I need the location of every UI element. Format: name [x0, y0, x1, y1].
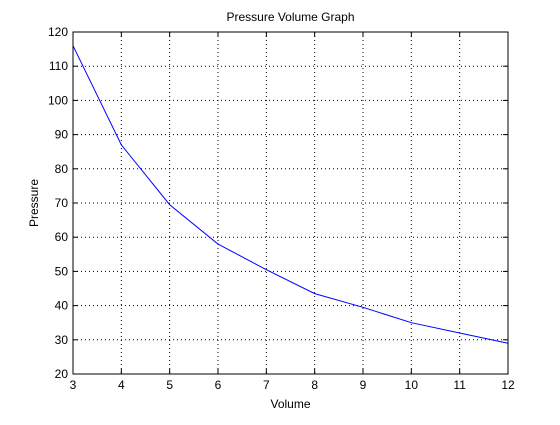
y-axis-label: Pressure	[27, 179, 41, 227]
x-tick-label: 5	[166, 378, 173, 392]
x-tick-label: 4	[118, 378, 125, 392]
y-tick-label: 30	[55, 333, 69, 347]
x-tick-label: 3	[70, 378, 77, 392]
x-tick-label: 6	[215, 378, 222, 392]
x-tick-label: 11	[453, 378, 466, 392]
x-axis-label: Volume	[270, 397, 310, 411]
y-tick-label: 80	[55, 162, 69, 176]
y-tick-label: 70	[55, 196, 69, 210]
y-tick-label: 110	[49, 59, 68, 73]
y-tick-label: 40	[55, 299, 69, 313]
y-tick-label: 60	[55, 230, 69, 244]
y-tick-label: 20	[55, 367, 69, 381]
y-tick-label: 120	[48, 25, 68, 39]
y-tick-label: 100	[48, 93, 68, 107]
x-tick-label: 8	[311, 378, 318, 392]
x-tick-label: 9	[360, 378, 367, 392]
x-tick-label: 7	[263, 378, 270, 392]
y-tick-label: 90	[55, 128, 69, 142]
x-tick-label: 12	[501, 378, 515, 392]
x-tick-label: 10	[405, 378, 419, 392]
chart-title: Pressure Volume Graph	[226, 10, 354, 24]
y-tick-label: 50	[55, 264, 69, 278]
